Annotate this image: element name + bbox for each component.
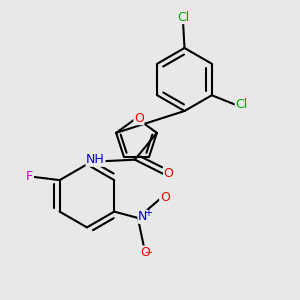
Text: −: − xyxy=(146,248,154,258)
Text: NH: NH xyxy=(86,153,105,166)
Text: O: O xyxy=(160,191,169,204)
Text: Cl: Cl xyxy=(177,11,189,23)
Text: O: O xyxy=(140,246,150,259)
Text: N: N xyxy=(138,210,147,223)
Text: F: F xyxy=(26,170,33,184)
Text: O: O xyxy=(134,112,144,124)
Text: Cl: Cl xyxy=(235,98,248,111)
Text: +: + xyxy=(144,208,152,218)
Text: O: O xyxy=(164,167,173,180)
